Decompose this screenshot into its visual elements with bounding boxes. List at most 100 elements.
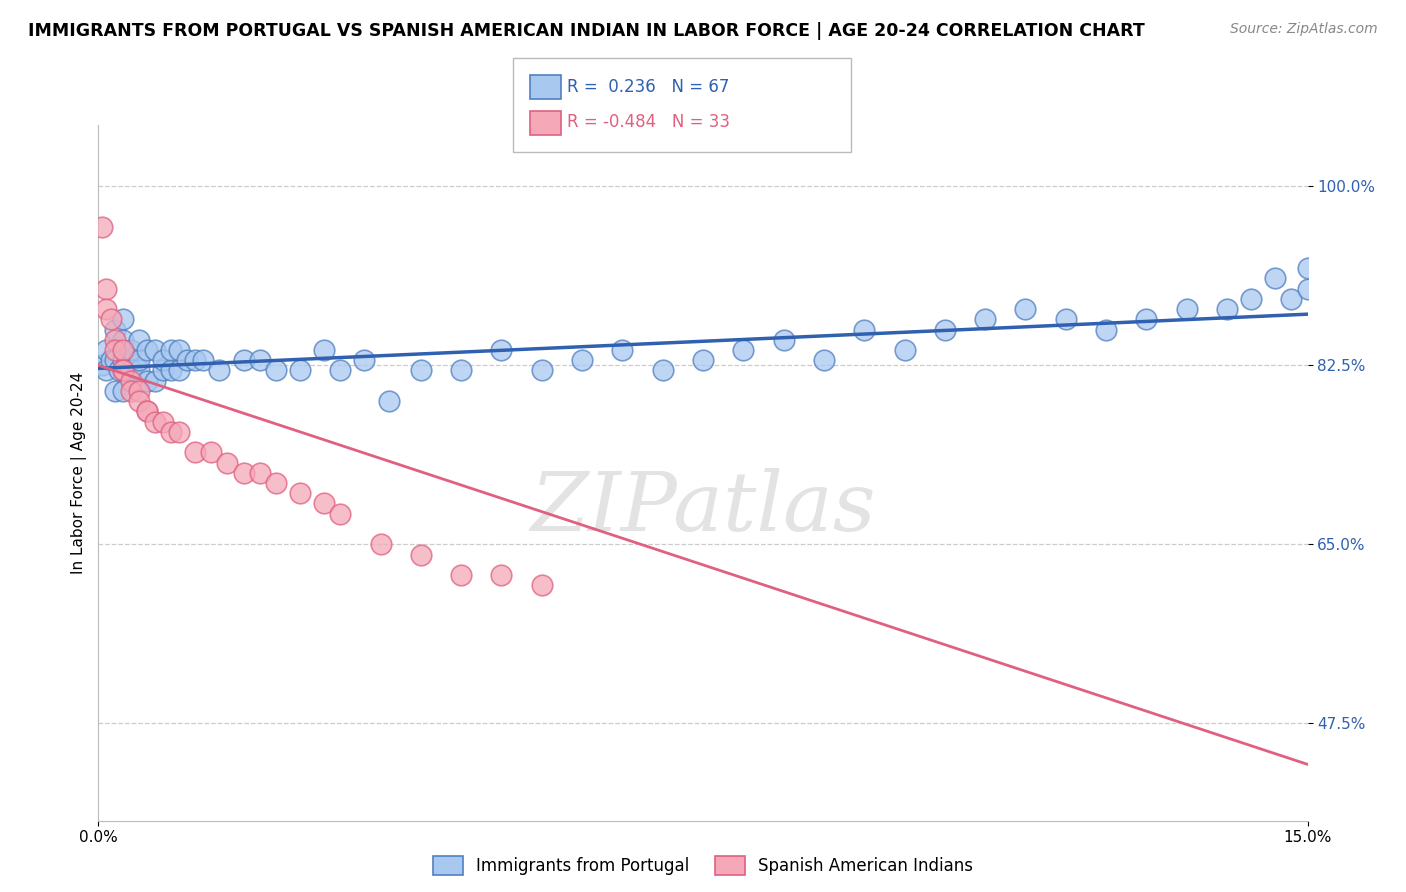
Point	[120, 384, 142, 398]
Point	[1240, 292, 1263, 306]
Point	[160, 425, 183, 439]
Point	[193, 353, 215, 368]
Point	[264, 475, 287, 490]
Legend: Immigrants from Portugal, Spanish American Indians: Immigrants from Portugal, Spanish Americ…	[426, 849, 980, 882]
Point	[1296, 282, 1319, 296]
Point	[111, 384, 134, 398]
Text: R = -0.484   N = 33: R = -0.484 N = 33	[567, 113, 730, 131]
Point	[135, 343, 157, 357]
Point	[612, 343, 634, 357]
Point	[232, 466, 254, 480]
Point	[160, 343, 183, 357]
Point	[120, 343, 142, 357]
Point	[103, 353, 125, 368]
Point	[1264, 271, 1286, 285]
Point	[377, 394, 399, 409]
Point	[128, 363, 150, 377]
Point	[208, 363, 231, 377]
Point	[111, 343, 134, 357]
Point	[249, 466, 271, 480]
Point	[450, 568, 472, 582]
Point	[491, 568, 513, 582]
Point	[314, 496, 336, 510]
Y-axis label: In Labor Force | Age 20-24: In Labor Force | Age 20-24	[72, 372, 87, 574]
Point	[111, 333, 134, 347]
Point	[692, 353, 714, 368]
Point	[96, 282, 118, 296]
Point	[1014, 301, 1036, 316]
Point	[160, 363, 183, 377]
Point	[1296, 261, 1319, 276]
Point	[974, 312, 997, 326]
Point	[1095, 322, 1118, 336]
Point	[329, 507, 352, 521]
Point	[1175, 301, 1198, 316]
Point	[111, 312, 134, 326]
Text: R =  0.236   N = 67: R = 0.236 N = 67	[567, 78, 728, 95]
Point	[96, 363, 118, 377]
Point	[115, 353, 138, 368]
Point	[103, 333, 125, 347]
Point	[135, 404, 157, 418]
Point	[167, 343, 190, 357]
Point	[217, 456, 239, 470]
Point	[370, 537, 392, 551]
Point	[1281, 292, 1303, 306]
Point	[314, 343, 336, 357]
Point	[135, 374, 157, 388]
Point	[167, 425, 190, 439]
Point	[409, 548, 432, 562]
Point	[264, 363, 287, 377]
Point	[100, 312, 122, 326]
Point	[450, 363, 472, 377]
Point	[135, 404, 157, 418]
Point	[128, 333, 150, 347]
Point	[353, 353, 375, 368]
Point	[176, 353, 198, 368]
Point	[733, 343, 755, 357]
Point	[571, 353, 593, 368]
Point	[167, 363, 190, 377]
Point	[91, 359, 114, 373]
Point	[329, 363, 352, 377]
Point	[128, 353, 150, 368]
Text: IMMIGRANTS FROM PORTUGAL VS SPANISH AMERICAN INDIAN IN LABOR FORCE | AGE 20-24 C: IMMIGRANTS FROM PORTUGAL VS SPANISH AMER…	[28, 22, 1144, 40]
Point	[491, 343, 513, 357]
Point	[120, 374, 142, 388]
Point	[530, 363, 553, 377]
Point	[143, 374, 166, 388]
Point	[1216, 301, 1239, 316]
Point	[96, 301, 118, 316]
Point	[853, 322, 876, 336]
Point	[128, 384, 150, 398]
Point	[893, 343, 915, 357]
Point	[184, 445, 207, 459]
Point	[111, 363, 134, 377]
Point	[184, 353, 207, 368]
Point	[103, 322, 125, 336]
Point	[651, 363, 673, 377]
Point	[152, 353, 174, 368]
Point	[934, 322, 956, 336]
Point	[409, 363, 432, 377]
Point	[288, 486, 311, 500]
Point	[120, 363, 142, 377]
Point	[772, 333, 794, 347]
Text: Source: ZipAtlas.com: Source: ZipAtlas.com	[1230, 22, 1378, 37]
Point	[103, 343, 125, 357]
Point	[1135, 312, 1157, 326]
Point	[1054, 312, 1077, 326]
Point	[128, 394, 150, 409]
Point	[103, 384, 125, 398]
Point	[143, 343, 166, 357]
Point	[107, 363, 129, 377]
Point	[111, 353, 134, 368]
Point	[288, 363, 311, 377]
Point	[96, 343, 118, 357]
Point	[143, 415, 166, 429]
Point	[232, 353, 254, 368]
Point	[249, 353, 271, 368]
Point	[813, 353, 835, 368]
Point	[152, 415, 174, 429]
Text: ZIPatlas: ZIPatlas	[530, 467, 876, 548]
